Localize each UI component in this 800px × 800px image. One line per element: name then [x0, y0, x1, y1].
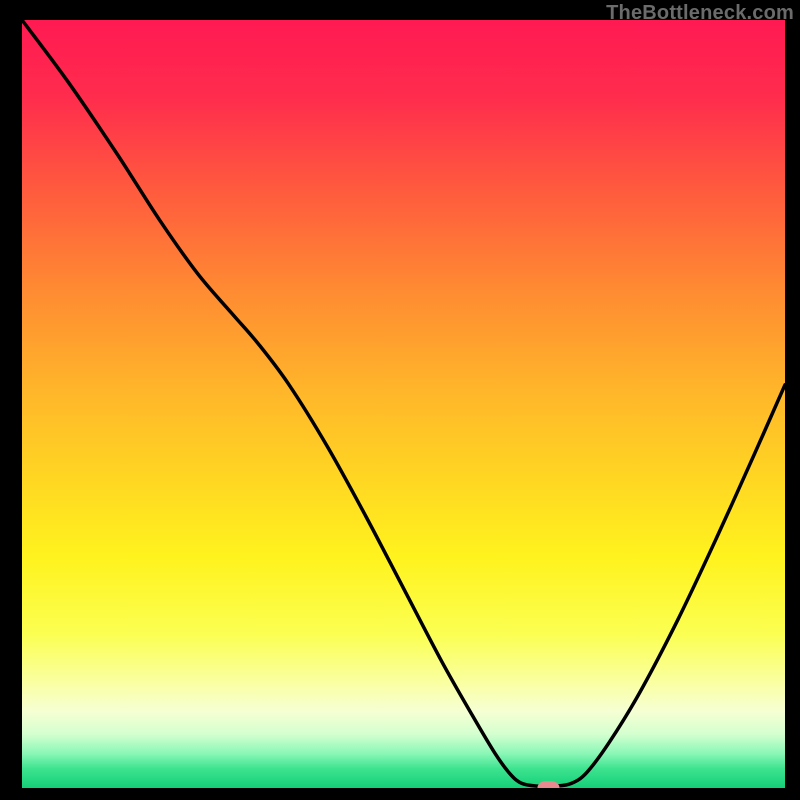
watermark-text: TheBottleneck.com	[606, 2, 794, 25]
frame-border-right	[785, 0, 800, 800]
frame-border-left	[0, 0, 22, 800]
frame-border-bottom	[0, 788, 800, 800]
bottleneck-chart	[0, 0, 800, 800]
plot-background	[22, 20, 785, 788]
chart-frame: TheBottleneck.com	[0, 0, 800, 800]
